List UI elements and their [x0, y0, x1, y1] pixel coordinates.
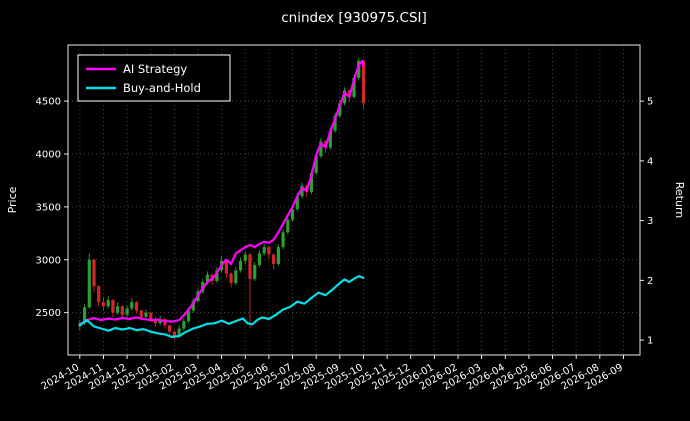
candle-body	[205, 274, 210, 282]
candle-body	[139, 310, 143, 317]
candle-body	[286, 219, 290, 233]
candle-body	[319, 141, 323, 157]
series-line-buy-and-hold	[78, 275, 365, 339]
candle-body	[281, 232, 285, 248]
candle-body	[314, 156, 318, 174]
y-tick-label-return: 4	[647, 156, 653, 167]
candle-body	[215, 270, 219, 281]
y-tick-label-return: 2	[647, 276, 653, 287]
right-axis-label: Return	[673, 182, 686, 219]
plot-border	[67, 44, 641, 356]
candle-body	[149, 312, 153, 320]
candle-body	[92, 259, 96, 287]
y-tick-label-price: 4500	[36, 97, 61, 108]
candle-body	[253, 265, 257, 279]
candle-body	[144, 312, 148, 317]
candle-body	[130, 302, 134, 309]
axes-frame	[67, 44, 641, 356]
y-tick-label-price: 2500	[36, 308, 61, 319]
candle-body	[153, 319, 158, 324]
chart-title: cnindex [930975.CSI]	[281, 10, 427, 26]
candle-body	[229, 273, 233, 284]
y-tick-label-return: 5	[647, 97, 653, 108]
candle-body	[342, 90, 347, 104]
left-axis-label: Price	[6, 186, 19, 213]
candle-body	[168, 325, 172, 332]
series-lines-layer	[78, 59, 365, 339]
candle-body	[134, 302, 139, 311]
candle-body	[276, 247, 280, 265]
y-tick-label-return: 3	[647, 216, 653, 227]
candle-body	[224, 260, 228, 274]
candle-body	[106, 299, 110, 307]
candle-body	[295, 196, 299, 209]
legend-entry-label: AI Strategy	[123, 62, 187, 76]
candle-body	[338, 103, 342, 116]
candle-body	[120, 306, 124, 315]
y-tick-label-price: 3500	[36, 202, 61, 213]
candle-body	[309, 173, 314, 193]
candle-body	[182, 321, 186, 329]
y-tick-label-price: 3000	[36, 255, 61, 266]
legend-entry-label: Buy-and-Hold	[123, 81, 201, 95]
candle-body	[257, 253, 262, 266]
candle-body	[186, 310, 191, 322]
candle-body	[328, 130, 332, 148]
candle-body	[234, 270, 238, 284]
y-tick-label-return: 1	[647, 336, 653, 347]
candle-body	[267, 247, 271, 255]
candle-body	[87, 259, 91, 308]
y-tick-label-price: 4000	[36, 149, 61, 160]
candle-body	[357, 60, 361, 78]
candle-body	[272, 254, 276, 265]
grid-lines	[68, 45, 640, 355]
candle-body	[352, 77, 356, 97]
candle-body	[191, 301, 195, 311]
legend-box	[77, 54, 231, 102]
candle-body	[333, 115, 337, 131]
candle-body	[125, 308, 129, 315]
candle-body	[238, 260, 243, 271]
series-line-ai-strategy	[78, 59, 365, 326]
candle-body	[248, 254, 252, 279]
candle-body	[262, 247, 266, 254]
candle-body	[82, 307, 87, 324]
candle-body	[101, 302, 106, 307]
legend: AI Strategy Buy-and-Hold	[77, 54, 231, 102]
candle-body	[116, 306, 120, 313]
candle-body	[97, 286, 101, 303]
candle-body	[361, 60, 366, 104]
candle-body	[172, 331, 176, 336]
candle-body	[300, 185, 304, 197]
candle-body	[177, 328, 181, 336]
candle-body	[243, 254, 247, 261]
candle-body	[111, 299, 115, 313]
candle-body	[290, 208, 295, 220]
